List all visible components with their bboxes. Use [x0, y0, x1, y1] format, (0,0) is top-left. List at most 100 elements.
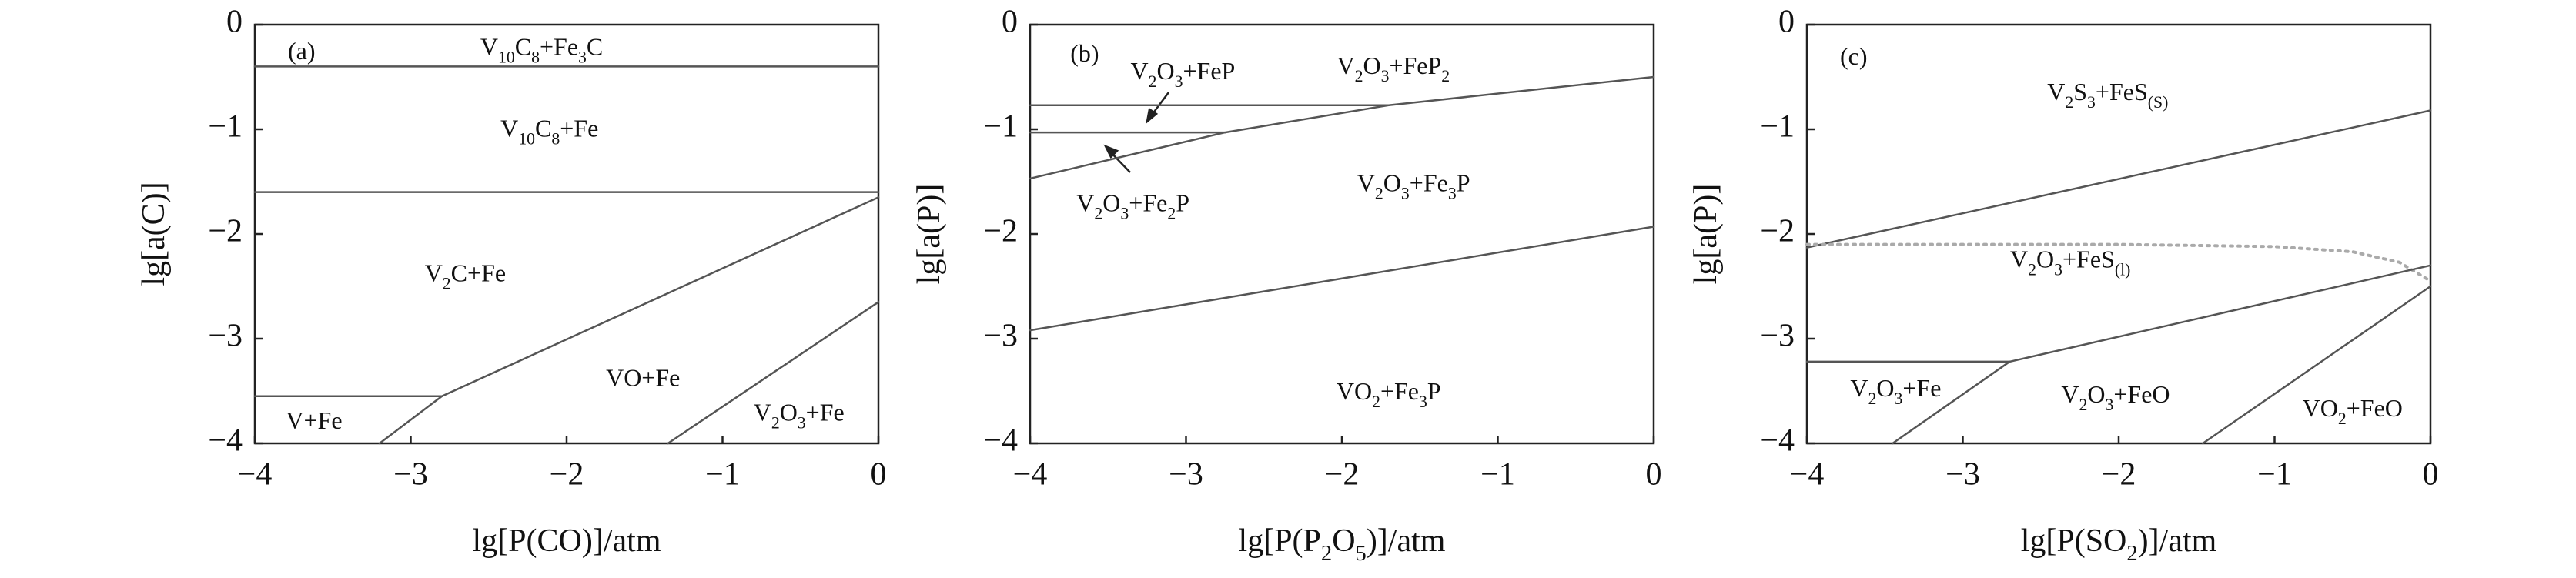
region-label-part: 3	[1120, 204, 1129, 222]
y-tick-label: −3	[1760, 319, 1795, 354]
region-label-part: C+Fe	[451, 259, 506, 287]
region-label-part: +FeP	[1389, 52, 1441, 79]
x-axis-label-part: 2	[2126, 542, 2137, 566]
x-axis-label: lg[P(SO2)]/atm	[2021, 523, 2217, 566]
region-label-part: 2	[443, 274, 451, 292]
region-label-part: C	[515, 33, 531, 61]
region-label-part: O	[1102, 189, 1120, 217]
arrow-head	[1103, 144, 1119, 159]
region-label-part: 3	[1175, 72, 1183, 91]
y-axis-label: lg[a(C)]	[136, 182, 172, 286]
x-tick-label: −4	[1790, 457, 1825, 493]
y-tick-label: −4	[1760, 423, 1795, 459]
x-axis-label-part: )]/atm	[2138, 523, 2217, 559]
region-label-part: V	[754, 399, 771, 426]
x-axis-label-part: lg[P(SO	[2021, 523, 2127, 559]
region-label-part: +FeS	[2096, 78, 2148, 105]
region-label: V2S3+FeS(S)	[2047, 78, 2168, 112]
boundary-line	[2202, 285, 2432, 445]
region-label-part: 2	[1094, 204, 1102, 222]
y-tick-label: −2	[1760, 214, 1795, 249]
region-label-part: V	[500, 115, 518, 142]
x-tick-label: −3	[1945, 457, 1980, 493]
region-label-part: O	[2036, 246, 2054, 273]
region-label-part: 8	[551, 130, 560, 149]
region-label-part: 3	[1381, 67, 1390, 85]
x-tick-label: −1	[2257, 457, 2292, 493]
region-label-part: VO	[1337, 377, 1372, 405]
y-tick-label: −2	[983, 214, 1018, 249]
arrows	[1103, 92, 1169, 173]
region-label: (c)	[1840, 42, 1868, 70]
region-label-part: P	[1427, 377, 1441, 405]
y-axis-label-part: lg[a(P)]	[912, 184, 947, 285]
y-tick-label: −3	[208, 319, 243, 354]
region-label-part: 10	[498, 48, 515, 67]
x-tick-label: −2	[550, 457, 584, 493]
boundary-line	[440, 196, 880, 398]
y-tick-label: −1	[208, 109, 243, 145]
region-label-part: 2	[2079, 396, 2087, 414]
region-label: VO+Fe	[606, 364, 680, 392]
x-axis-label: lg[P(CO)]/atm	[473, 523, 661, 559]
region-label-part: 2	[2338, 409, 2347, 428]
region-label-part: V	[1076, 189, 1094, 217]
region-label-part: V	[2061, 381, 2079, 409]
region-label-part: O	[1876, 374, 1894, 402]
region-label: (a)	[288, 37, 316, 65]
x-tick-label: 0	[2423, 457, 2439, 493]
region-label: (b)	[1070, 39, 1099, 67]
x-tick-label: −4	[238, 457, 273, 493]
region-label-part: +FeS	[2062, 246, 2115, 273]
x-tick-label: −3	[1169, 457, 1203, 493]
region-label-part: O	[780, 399, 798, 426]
y-tick-label: −2	[208, 214, 243, 249]
x-axis-label-part: lg[P(P	[1239, 523, 1321, 559]
region-label-part: V	[425, 259, 443, 287]
x-tick-label: −1	[705, 457, 740, 493]
region-label: V2O3+Fe3P	[1357, 169, 1470, 203]
y-axis-label: lg[a(P)]	[912, 184, 947, 285]
y-axis-label: lg[a(P)]	[1688, 184, 1724, 285]
region-label-part: 2	[2028, 261, 2036, 279]
region-label-part: S	[2073, 78, 2087, 105]
boundary-line	[1805, 109, 2432, 249]
x-tick-label: 0	[871, 457, 887, 493]
region-label-part: 3	[1448, 184, 1457, 202]
region-label-part: 3	[1895, 389, 1903, 408]
x-tick-label: −2	[2102, 457, 2136, 493]
region-label-part: V	[1131, 57, 1149, 85]
region-label-part: 2	[1372, 393, 1380, 411]
y-tick-label: 0	[1002, 5, 1018, 40]
region-label-part: 2	[1868, 389, 1877, 408]
region-label-part: VO+Fe	[606, 364, 680, 392]
y-tick-label: −1	[983, 109, 1018, 145]
region-label-part: +FeO	[2347, 394, 2403, 422]
region-label-part: +Fe	[560, 115, 598, 142]
region-label-part: 3	[2105, 396, 2113, 414]
boundary-line	[1892, 360, 2011, 445]
region-label-part: (S)	[2148, 93, 2169, 112]
region-label-part: V	[1357, 169, 1375, 197]
region-label-part: (l)	[2115, 261, 2131, 279]
region-label-part: V	[1337, 52, 1354, 79]
x-axis-label-part: lg[P(CO)]/atm	[473, 523, 661, 559]
region-label-part: 3	[2087, 93, 2096, 112]
region-label-part: 2	[2065, 93, 2073, 112]
y-tick-label: −4	[983, 423, 1018, 459]
arrow-head	[1146, 107, 1159, 125]
region-label-part: V	[2010, 246, 2028, 273]
region-label-part: VO	[2303, 394, 2338, 422]
region-label-part: 2	[771, 413, 780, 432]
region-label: V2O3+FeS(l)	[2010, 246, 2130, 279]
region-label-part: 2	[1149, 72, 1157, 91]
region-label: V2O3+Fe2P	[1076, 189, 1189, 223]
region-label-part: 2	[1375, 184, 1383, 202]
region-label-part: +Fe	[1902, 374, 1941, 402]
region-label-part: V	[1850, 374, 1868, 402]
region-label-part: 10	[518, 130, 535, 149]
y-axis-label-part: lg[a(P)]	[1688, 184, 1724, 285]
region-label: V+Fe	[286, 407, 342, 435]
boundary-line	[2009, 264, 2432, 363]
